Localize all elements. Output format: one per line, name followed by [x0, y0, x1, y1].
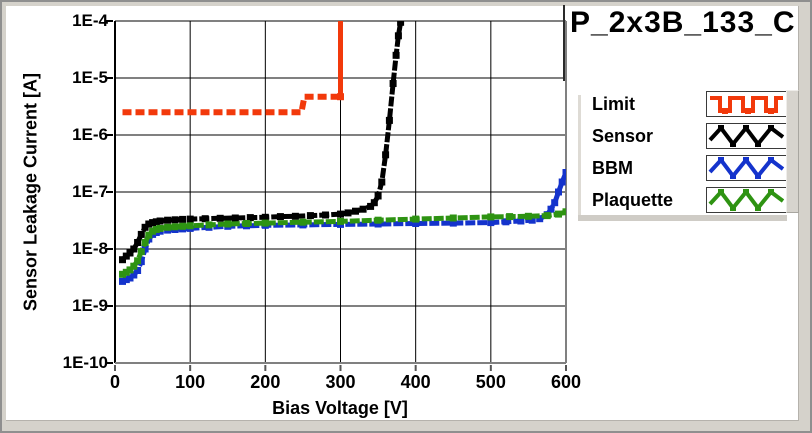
x-tick-label: 0: [109, 372, 120, 392]
legend-row-limit[interactable]: Limit: [592, 88, 787, 120]
x-tick-label: 600: [550, 372, 582, 392]
legend-line-style-swatch[interactable]: [706, 155, 787, 181]
chart-content-area: [6, 6, 799, 421]
legend-line-style-swatch[interactable]: [706, 91, 787, 117]
legend-label[interactable]: Plaquette: [592, 189, 674, 210]
legend-scrollbar[interactable]: [786, 90, 799, 213]
legend-row-plaquette[interactable]: Plaquette: [592, 184, 787, 216]
y-tick-label: 1E-4: [72, 11, 108, 30]
plot-area: [106, 20, 567, 371]
window-border-right: [810, 0, 812, 433]
series-limit: [122, 93, 339, 116]
x-tick-label: 400: [400, 372, 431, 392]
x-tick-label: 100: [175, 372, 206, 392]
window-border-top: [0, 0, 812, 2]
window-border-bottom: [0, 431, 812, 433]
axis-ticks: [106, 20, 567, 371]
y-tick-label: 1E-7: [72, 182, 108, 201]
legend-shadow: [578, 215, 787, 221]
legend-row-sensor[interactable]: Sensor: [592, 120, 787, 152]
window-border-left: [0, 0, 2, 433]
legend-label[interactable]: BBM: [592, 157, 633, 178]
series-limit-riser: [337, 21, 344, 101]
chart-title: P_2x3B_133_C: [570, 6, 796, 39]
legend-shadow: [578, 95, 581, 215]
legend-label[interactable]: Limit: [592, 93, 635, 114]
series-plaquette: [119, 208, 566, 278]
y-tick-label: 1E-5: [72, 68, 108, 87]
x-tick-label: 200: [250, 372, 281, 392]
legend-line-style-swatch[interactable]: [706, 123, 787, 149]
series-sensor: [119, 21, 405, 264]
y-tick-label: 1E-9: [72, 296, 108, 315]
legend-label[interactable]: Sensor: [592, 125, 654, 146]
plot-legend: Limit Sensor BBM Plaquette: [592, 88, 787, 216]
x-tick-label: 300: [325, 372, 356, 392]
x-axis-title: Bias Voltage [V]: [272, 398, 408, 418]
legend-line-style-swatch[interactable]: [706, 187, 787, 213]
y-tick-label: 1E-8: [72, 239, 108, 258]
legend-row-bbm[interactable]: BBM: [592, 152, 787, 184]
y-tick-label: 1E-10: [62, 353, 108, 372]
x-tick-label: 500: [475, 372, 506, 392]
title-box-border: [563, 5, 565, 81]
y-tick-label: 1E-6: [72, 125, 108, 144]
